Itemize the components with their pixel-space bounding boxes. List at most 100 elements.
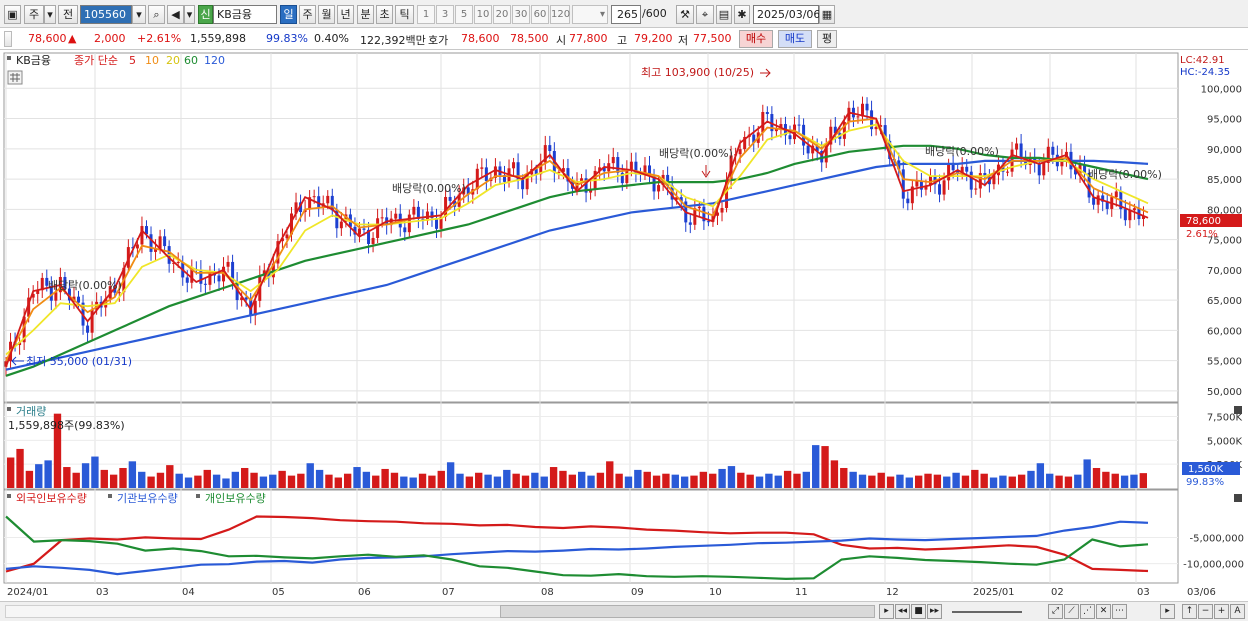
stock-name-field[interactable]: KB금융 <box>213 5 277 24</box>
price-y-axis: 50,000 55,000 60,000 65,000 70,000 75,000 80,0… <box>1201 84 1242 398</box>
cross-tool-icon[interactable]: ✕ <box>1096 604 1111 619</box>
price-change: 2,000 <box>94 32 126 45</box>
date-input[interactable]: 2025/03/06 <box>753 5 820 24</box>
sell-button[interactable]: 매도 <box>778 30 812 48</box>
horizontal-scrollbar-thumb[interactable] <box>500 605 875 618</box>
candle-body <box>149 234 153 252</box>
candle-body <box>502 175 506 182</box>
prev-button[interactable]: 전 <box>58 5 78 24</box>
holdings-lines <box>5 515 1149 581</box>
candle-body <box>947 164 951 181</box>
fast-rewind-icon[interactable]: ◂◂ <box>895 604 910 619</box>
move-up-icon[interactable]: ↑ <box>1182 604 1197 619</box>
period-minute-tab[interactable]: 분 <box>357 5 374 24</box>
eval-button[interactable]: 평 <box>817 30 837 48</box>
interval-1-button[interactable]: 1 <box>417 5 435 24</box>
legend-box-icon <box>7 56 11 60</box>
candle-body <box>720 207 724 213</box>
interval-3-button[interactable]: 3 <box>436 5 454 24</box>
candle-body <box>715 212 719 216</box>
window-menu-icon[interactable]: ▣ <box>4 5 21 24</box>
candle-body <box>702 206 706 222</box>
calendar-icon[interactable]: ▦ <box>819 5 835 24</box>
quote-row: 78,600 ▲ 2,000 +2.61% 1,559,898 99.83% 0… <box>0 28 1248 50</box>
period-month-tab[interactable]: 월 <box>318 5 335 24</box>
save-icon[interactable]: ▤ <box>716 5 732 24</box>
auto-scale-icon[interactable]: A <box>1230 604 1245 619</box>
volume-bar <box>746 474 754 488</box>
price-panel-frame <box>3 52 1179 403</box>
candle-body <box>353 226 357 235</box>
trendline-icon[interactable]: ⟋ <box>1064 604 1079 619</box>
quote-toggle-icon[interactable] <box>4 31 12 47</box>
period-second-tab[interactable]: 초 <box>376 5 393 24</box>
gear-icon[interactable]: ✱ <box>734 5 750 24</box>
zoom-slider[interactable] <box>952 611 1022 613</box>
crosshair-icon[interactable]: ⌖ <box>696 5 714 24</box>
price-tick-label: 60,000 <box>1207 326 1242 337</box>
display-count-total: /600 <box>642 7 667 20</box>
holdings-panel-close-icon[interactable] <box>1234 494 1242 502</box>
volume-bar <box>680 476 689 488</box>
volume-bar <box>690 475 698 488</box>
candle-body <box>299 202 303 213</box>
candle-body <box>117 292 121 294</box>
new-badge: 신 <box>198 5 213 24</box>
interval-20-button[interactable]: 20 <box>493 5 511 24</box>
zoom-in-icon[interactable]: + <box>1214 604 1229 619</box>
volume-bar <box>53 413 62 488</box>
chart-type-dropdown-icon[interactable]: ▾ <box>44 5 56 24</box>
text-tool-icon[interactable]: ⋯ <box>1112 604 1127 619</box>
holdings-box-icon-2 <box>108 494 112 498</box>
buy-button[interactable]: 매수 <box>739 30 773 48</box>
candle-body <box>1073 169 1077 175</box>
speaker-dropdown-icon[interactable]: ▾ <box>184 5 195 24</box>
volume-bar <box>596 472 605 488</box>
interval-30-button[interactable]: 30 <box>512 5 530 24</box>
scroll-right-icon[interactable]: ▸ <box>879 604 894 619</box>
chart-svg[interactable]: 50,000 55,000 60,000 65,000 70,000 75,000 80,0… <box>0 51 1248 601</box>
interval-custom-dropdown[interactable]: ▾ <box>572 5 608 24</box>
ask-label: 호가 <box>428 34 449 47</box>
chart-type-button[interactable]: 주 <box>24 5 44 24</box>
volume-bar <box>802 471 811 488</box>
price-tick-label: 55,000 <box>1207 357 1242 368</box>
interval-60-button[interactable]: 60 <box>531 5 549 24</box>
ma-line-120 <box>5 159 1149 371</box>
search-icon[interactable]: ⌕ <box>148 5 165 24</box>
scroll-end-icon[interactable]: ▸ <box>1160 604 1175 619</box>
period-year-tab[interactable]: 년 <box>337 5 354 24</box>
legend-ma-20: 20 <box>166 54 180 67</box>
draw-tool-icon[interactable]: ⤢ <box>1048 604 1063 619</box>
fast-forward-icon[interactable]: ▸▸ <box>927 604 942 619</box>
indicator-icon[interactable]: ⚒ <box>676 5 694 24</box>
stop-icon[interactable]: ■ <box>911 604 926 619</box>
grid-toggle-icon[interactable] <box>7 70 23 85</box>
interval-10-button[interactable]: 10 <box>474 5 492 24</box>
period-day-tab[interactable]: 일 <box>280 5 297 24</box>
speaker-icon[interactable]: ◀ <box>167 5 184 24</box>
period-tick-tab[interactable]: 틱 <box>395 5 414 24</box>
display-count-input[interactable]: 265 <box>611 5 641 24</box>
fibo-icon[interactable]: ⋰ <box>1080 604 1095 619</box>
holdings-line-0 <box>5 515 1149 573</box>
volume-bar <box>1111 473 1119 488</box>
candle-body <box>983 173 987 177</box>
candle-body <box>475 168 479 190</box>
bottom-bar: ▸ ◂◂ ■ ▸▸ ⤢ ⟋ ⋰ ✕ ⋯ ▸ ↑ − + A <box>0 601 1248 621</box>
open-label: 시 <box>556 34 567 47</box>
code-dropdown-icon[interactable]: ▾ <box>132 5 146 24</box>
interval-120-button[interactable]: 120 <box>550 5 570 24</box>
chart-area[interactable]: 50,000 55,000 60,000 65,000 70,000 75,000 80,0… <box>0 51 1248 601</box>
candle-body <box>63 276 67 289</box>
candle-body <box>543 145 547 163</box>
candle-body <box>765 112 769 115</box>
volume-bar <box>25 470 34 488</box>
volume-bar <box>484 474 492 488</box>
interval-5-button[interactable]: 5 <box>455 5 473 24</box>
stock-code-input[interactable]: 105560 <box>80 5 132 24</box>
zoom-out-icon[interactable]: − <box>1198 604 1213 619</box>
volume-panel-close-icon[interactable] <box>1234 406 1242 414</box>
period-week-tab[interactable]: 주 <box>299 5 316 24</box>
legend-stock-name: KB금융 <box>16 54 51 67</box>
